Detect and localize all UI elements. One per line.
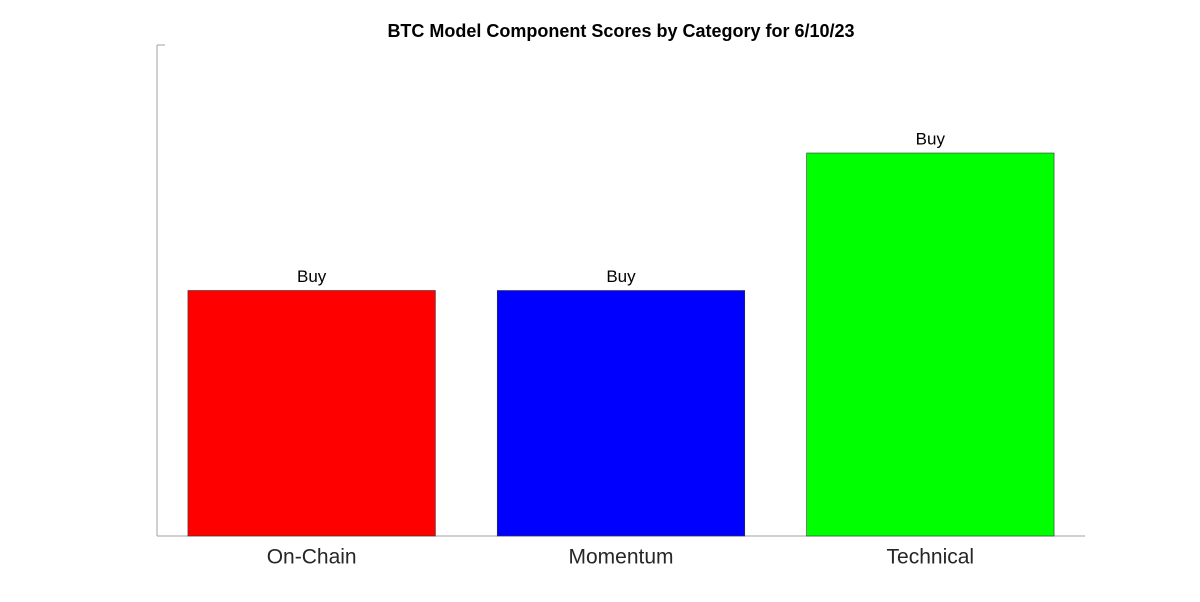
x-tick-label: On-Chain [267,546,357,569]
bar [496,290,746,537]
value-label: Buy [916,130,946,149]
bar [187,290,436,537]
chart-title: BTC Model Component Scores by Category f… [387,21,854,41]
value-label: Buy [297,267,327,286]
x-tick-label: Momentum [568,546,673,569]
bar [806,152,1055,537]
x-tick-label: Technical [887,546,975,569]
value-label: Buy [606,267,636,286]
